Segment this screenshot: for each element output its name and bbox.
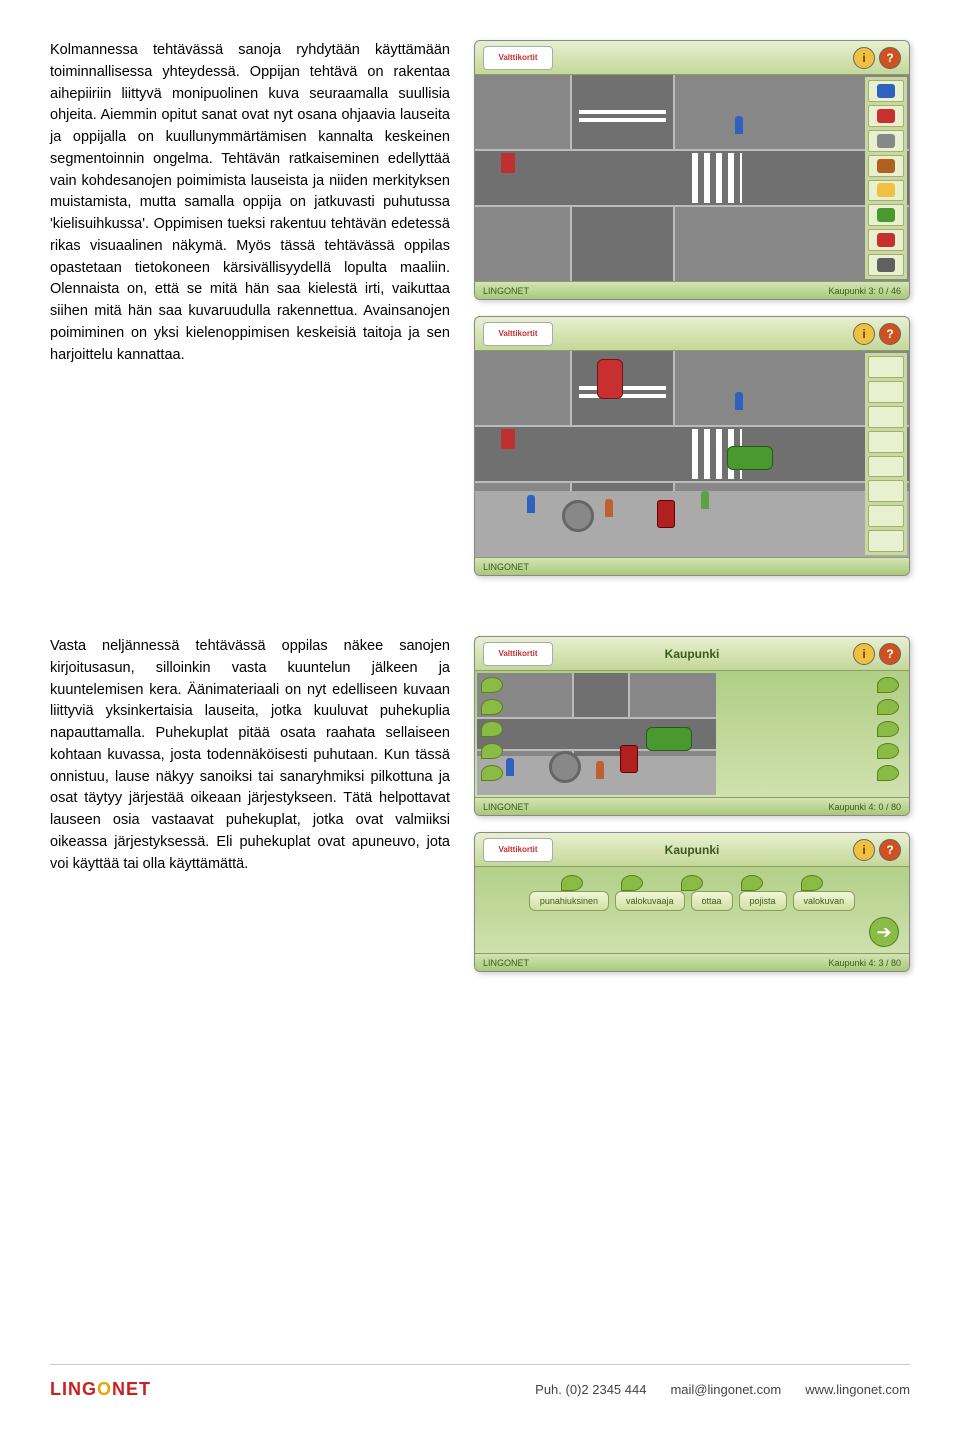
speech-bubble[interactable] — [801, 875, 823, 891]
speech-bubble[interactable] — [877, 765, 899, 781]
brand-label: LINGONET — [483, 286, 529, 296]
app-logo: Valttikortit — [483, 322, 553, 346]
speech-bubble[interactable] — [681, 875, 703, 891]
info-icon[interactable]: i — [853, 47, 875, 69]
footer-logo: LINGONET — [50, 1379, 151, 1400]
paragraph-2: Vasta neljännessä tehtävässä oppilas näk… — [50, 636, 450, 972]
word-chip[interactable]: pojista — [739, 891, 787, 911]
screen-title: Kaupunki — [665, 647, 720, 661]
footer-phone: Puh. (0)2 2345 444 — [535, 1382, 646, 1397]
item-palette[interactable] — [865, 77, 907, 279]
speech-bubble[interactable] — [561, 875, 583, 891]
page-footer: LINGONET Puh. (0)2 2345 444 mail@lingone… — [50, 1364, 910, 1400]
item-palette[interactable] — [865, 353, 907, 555]
screen-title: Kaupunki — [665, 843, 720, 857]
word-chip[interactable]: valokuvaaja — [615, 891, 685, 911]
footer-email: mail@lingonet.com — [670, 1382, 781, 1397]
word-chip[interactable]: valokuvan — [793, 891, 856, 911]
info-icon[interactable]: i — [853, 643, 875, 665]
speech-bubble[interactable] — [877, 721, 899, 737]
screenshot-task3-filled: Valttikortit i ? — [474, 316, 910, 576]
status-label: Kaupunki 3: 0 / 46 — [828, 286, 901, 296]
app-logo: Valttikortit — [483, 838, 553, 862]
speech-bubble[interactable] — [877, 743, 899, 759]
screenshot-task4-words: Valttikortit Kaupunki i ? punahiuksinen — [474, 832, 910, 972]
speech-bubble[interactable] — [741, 875, 763, 891]
brand-label: LINGONET — [483, 802, 529, 812]
footer-url: www.lingonet.com — [805, 1382, 910, 1397]
screenshot-task4-bubbles: Valttikortit Kaupunki i ? — [474, 636, 910, 816]
word-chip[interactable]: punahiuksinen — [529, 891, 609, 911]
speech-bubble[interactable] — [877, 699, 899, 715]
speech-bubble[interactable] — [481, 677, 503, 693]
brand-label: LINGONET — [483, 562, 529, 572]
speech-bubble[interactable] — [481, 765, 503, 781]
speech-bubble[interactable] — [481, 743, 503, 759]
next-arrow-icon[interactable]: ➔ — [869, 917, 899, 947]
speech-bubble[interactable] — [481, 721, 503, 737]
app-logo: Valttikortit — [483, 642, 553, 666]
brand-label: LINGONET — [483, 958, 529, 968]
status-label: Kaupunki 4: 3 / 80 — [828, 958, 901, 968]
app-logo: Valttikortit — [483, 46, 553, 70]
speech-bubble[interactable] — [481, 699, 503, 715]
speech-bubble[interactable] — [877, 677, 899, 693]
info-icon[interactable]: i — [853, 323, 875, 345]
speech-bubble[interactable] — [621, 875, 643, 891]
help-icon[interactable]: ? — [879, 839, 901, 861]
help-icon[interactable]: ? — [879, 47, 901, 69]
help-icon[interactable]: ? — [879, 323, 901, 345]
word-chip[interactable]: ottaa — [691, 891, 733, 911]
status-label: Kaupunki 4: 0 / 80 — [828, 802, 901, 812]
screenshot-task3-empty: Valttikortit i ? — [474, 40, 910, 300]
info-icon[interactable]: i — [853, 839, 875, 861]
help-icon[interactable]: ? — [879, 643, 901, 665]
paragraph-1: Kolmannessa tehtävässä sanoja ryhdytään … — [50, 40, 450, 576]
